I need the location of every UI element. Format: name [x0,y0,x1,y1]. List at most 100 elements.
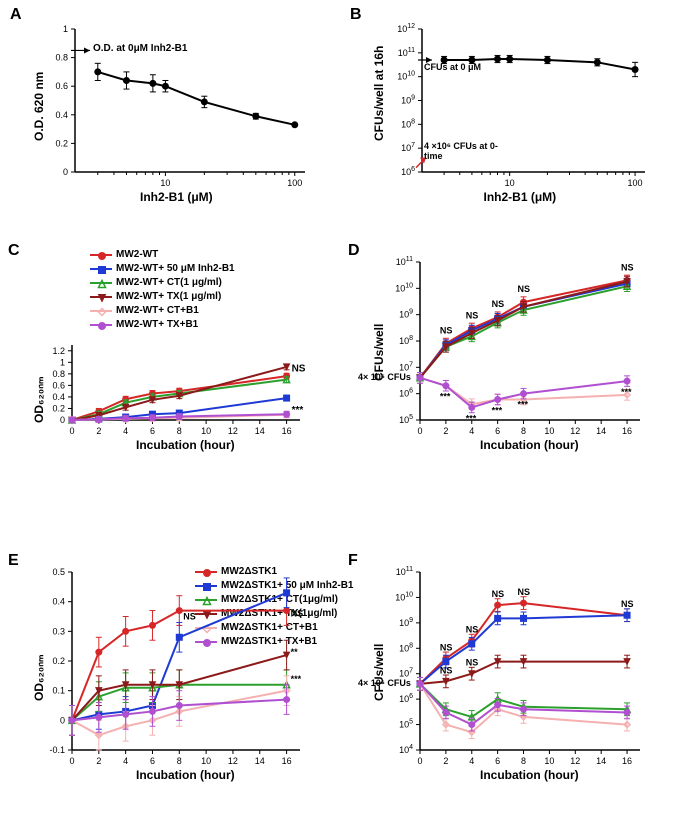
panel-b: 10100106107108109101010111012Inh2-B1 (μM… [360,14,660,214]
svg-text:***: *** [291,674,302,684]
svg-text:0.5: 0.5 [52,567,65,577]
svg-text:0.8: 0.8 [52,369,65,379]
svg-text:1: 1 [60,357,65,367]
svg-text:0.1: 0.1 [52,686,65,696]
svg-text:NS: NS [621,262,634,272]
panel-b-top-annot: CFUs at 0 μM [424,62,484,72]
svg-text:2: 2 [443,426,448,436]
svg-text:NS: NS [621,599,634,609]
svg-text:0.4: 0.4 [55,110,68,120]
svg-text:-0.1: -0.1 [49,745,65,755]
svg-text:16: 16 [622,756,632,766]
svg-text:**: ** [291,647,299,657]
svg-text:NS: NS [440,326,453,336]
svg-text:NS: NS [518,587,531,597]
svg-text:104: 104 [399,744,413,755]
panel-d: 024681012141610510610710810910101011NSNS… [360,250,660,460]
svg-text:0: 0 [69,426,74,436]
svg-text:14: 14 [255,426,265,436]
svg-text:1.2: 1.2 [52,346,65,356]
panel-b-bot-annot: 4 ×10⁶ CFUs at 0-time [424,141,504,161]
svg-text:NS: NS [492,589,505,599]
svg-text:10: 10 [201,426,211,436]
svg-text:1011: 1011 [396,566,413,577]
svg-text:0: 0 [63,167,68,177]
svg-text:108: 108 [399,642,413,653]
svg-text:10: 10 [201,756,211,766]
svg-text:NS: NS [440,665,453,675]
y-axis-title: CFUs/well at 16h [372,45,386,140]
svg-text:14: 14 [596,756,606,766]
panel-label-C: C [8,242,20,260]
svg-text:0.2: 0.2 [55,138,68,148]
x-axis-title: Inh2-B1 (μM) [484,190,557,204]
svg-text:2: 2 [96,756,101,766]
svg-text:0.3: 0.3 [52,626,65,636]
svg-text:4: 4 [469,426,474,436]
svg-text:1: 1 [63,24,68,34]
svg-text:107: 107 [399,361,413,372]
svg-text:1011: 1011 [396,256,413,267]
x-axis-title: Incubation (hour) [480,438,579,452]
svg-text:109: 109 [401,95,415,106]
svg-text:106: 106 [401,166,415,177]
svg-text:***: *** [466,413,477,423]
svg-text:0.6: 0.6 [55,81,68,91]
svg-text:NS: NS [518,284,531,294]
svg-text:1012: 1012 [397,23,415,34]
svg-text:0.8: 0.8 [55,53,68,63]
svg-text:12: 12 [570,426,580,436]
panel-label-F: F [348,552,358,570]
svg-text:NS: NS [183,611,196,621]
svg-text:108: 108 [401,118,415,129]
svg-text:1011: 1011 [398,47,415,58]
svg-text:1010: 1010 [395,282,413,293]
y-axis-title: CFUs/well [372,644,386,701]
svg-text:107: 107 [401,142,415,153]
svg-text:4: 4 [123,756,128,766]
y-axis-title: O.D. 620 nm [32,71,46,140]
svg-text:6: 6 [495,756,500,766]
svg-text:12: 12 [228,426,238,436]
svg-text:108: 108 [399,335,413,346]
x-axis-title: Incubation (hour) [480,768,579,782]
svg-text:0.4: 0.4 [52,392,65,402]
svg-text:2: 2 [96,426,101,436]
svg-text:16: 16 [622,426,632,436]
svg-text:***: *** [292,405,304,416]
panel-label-D: D [348,242,360,260]
svg-text:0.2: 0.2 [52,656,65,666]
svg-text:4: 4 [469,756,474,766]
svg-text:12: 12 [228,756,238,766]
svg-text:12: 12 [570,756,580,766]
x-axis-title: Incubation (hour) [136,438,235,452]
svg-text:NS: NS [291,609,304,619]
svg-text:10: 10 [544,426,554,436]
svg-text:16: 16 [282,756,292,766]
svg-text:10: 10 [160,178,170,188]
svg-text:106: 106 [399,388,413,399]
svg-text:100: 100 [628,178,643,188]
svg-text:4: 4 [123,426,128,436]
svg-text:14: 14 [255,756,265,766]
panel-label-E: E [8,552,19,570]
svg-text:8: 8 [177,756,182,766]
panel-c: 024681012141600.20.40.60.811.2NS***Incub… [20,250,320,460]
panel-e: 0246810121416-0.100.10.20.30.40.5NSNS***… [20,560,320,790]
y-axis-title: OD₆₂₀ₙₘ [32,655,46,701]
svg-text:105: 105 [399,719,413,730]
svg-text:109: 109 [399,617,413,628]
svg-text:8: 8 [177,426,182,436]
svg-text:1010: 1010 [395,591,413,602]
svg-text:0: 0 [60,715,65,725]
svg-text:0: 0 [69,756,74,766]
svg-text:***: *** [440,392,451,402]
svg-text:8: 8 [521,756,526,766]
svg-text:0.4: 0.4 [52,597,65,607]
x-axis-title: Inh2-B1 (μM) [140,190,213,204]
svg-text:16: 16 [282,426,292,436]
svg-text:8: 8 [521,426,526,436]
svg-text:6: 6 [495,426,500,436]
svg-text:NS: NS [292,364,306,375]
svg-text:***: *** [621,387,632,397]
